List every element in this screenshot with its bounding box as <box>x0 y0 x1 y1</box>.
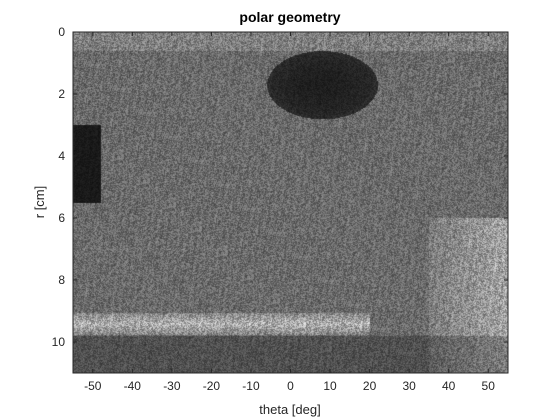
ultrasound-image <box>73 32 508 373</box>
y-tick-label: 4 <box>58 149 65 163</box>
x-tick-label: 10 <box>323 379 337 393</box>
x-tick-label: 40 <box>442 379 456 393</box>
chart-title: polar geometry <box>239 9 340 25</box>
image-canvas <box>73 32 508 373</box>
x-tick-label: -50 <box>84 379 102 393</box>
x-tick-label: -20 <box>203 379 221 393</box>
x-tick-label: -30 <box>163 379 181 393</box>
y-tick-label: 2 <box>58 87 65 101</box>
x-tick-label: 30 <box>402 379 416 393</box>
x-tick-label: 20 <box>363 379 377 393</box>
x-tick-label: -10 <box>242 379 260 393</box>
x-tick-label: -40 <box>124 379 142 393</box>
y-axis-label: r [cm] <box>32 186 47 219</box>
y-tick-label: 6 <box>58 211 65 225</box>
y-tick-label: 0 <box>58 25 65 39</box>
x-axis-label: theta [deg] <box>259 402 320 417</box>
x-axis-ticks: -50 -40 -30 -20 -10 0 10 20 30 40 50 <box>84 32 495 393</box>
x-tick-label: 0 <box>287 379 294 393</box>
y-tick-label: 10 <box>52 335 66 349</box>
y-axis-ticks: 0 2 4 6 8 10 <box>52 25 508 349</box>
image-container <box>73 32 508 373</box>
x-tick-label: 50 <box>482 379 496 393</box>
y-tick-label: 8 <box>58 273 65 287</box>
